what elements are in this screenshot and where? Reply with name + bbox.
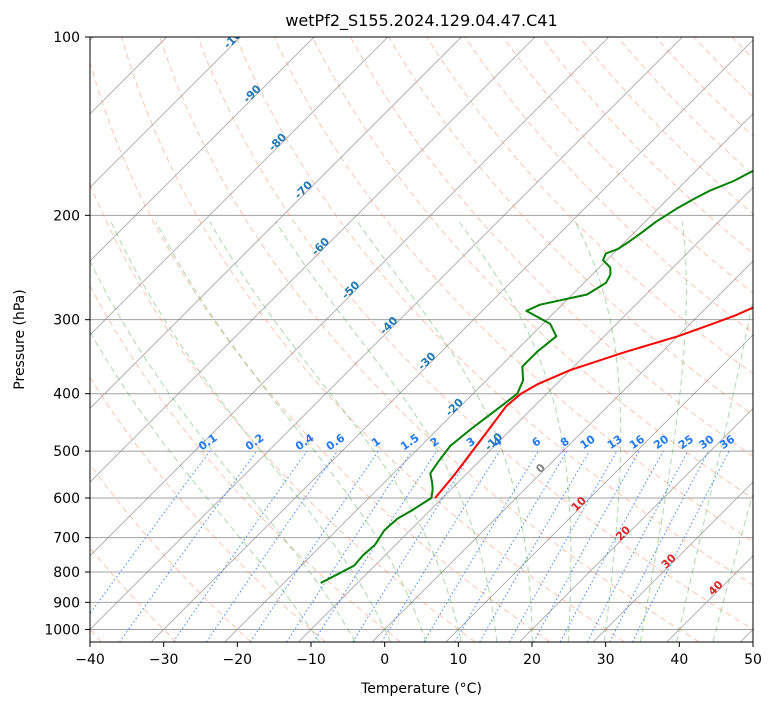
moist-adiabat-line — [458, 221, 572, 642]
dry-adiabat-line — [90, 60, 551, 642]
isotherm-line — [298, 186, 753, 642]
dry-adiabat-line — [579, 37, 753, 215]
y-axis-title: Pressure (hPa) — [12, 289, 28, 389]
moist-adiabat-line — [639, 221, 687, 642]
isotherm-line — [90, 37, 536, 483]
isotherm-line — [90, 37, 683, 631]
mixing-ratio-line — [381, 450, 500, 642]
mixing-ratio-line — [559, 450, 664, 642]
x-axis-title: Temperature (°C) — [360, 681, 482, 697]
mixing-ratio-line — [632, 450, 730, 642]
temperature-profile-line — [434, 306, 753, 499]
dry-adiabat-line — [311, 37, 753, 500]
dry-adiabat-line — [388, 37, 753, 416]
moist-adiabat-line — [357, 221, 533, 642]
isotherm-line — [592, 481, 753, 642]
mixing-ratio-line — [313, 450, 438, 642]
x-tick-label: −10 — [296, 652, 326, 668]
x-axis: −40 −30 −20 −10 0 10 20 30 40 50 — [75, 642, 762, 668]
y-tick-label: 700 — [53, 531, 80, 547]
isotherm-line — [90, 37, 241, 189]
x-tick-label: 40 — [670, 652, 688, 668]
mixing-ratio-line — [249, 450, 379, 642]
mixing-ratio-line — [205, 450, 338, 642]
mixing-ratio-line — [119, 450, 258, 642]
y-tick-label: 400 — [53, 387, 80, 403]
dry-adiabat-line — [159, 37, 700, 642]
x-tick-label: 0 — [380, 652, 389, 668]
y-tick-label: 200 — [53, 208, 80, 224]
y-tick-label: 600 — [53, 491, 80, 507]
dry-adiabat-line — [617, 37, 753, 176]
isotherm-line — [371, 260, 753, 642]
chart-title: wetPf2_S155.2024.129.04.47.C41 — [285, 11, 557, 31]
y-tick-label: 100 — [53, 30, 80, 46]
dry-adiabat-line — [502, 37, 753, 294]
isotherm-line — [224, 113, 753, 642]
y-tick-label: 800 — [53, 565, 80, 581]
isotherm-line — [445, 334, 753, 642]
isotherm-line — [90, 37, 610, 557]
moist-adiabat-line — [90, 330, 320, 642]
mixing-ratio-line — [509, 450, 618, 642]
y-tick-label: 900 — [53, 595, 80, 611]
dry-adiabat-line — [197, 37, 753, 631]
mixing-ratio-line — [90, 450, 211, 615]
x-tick-label: 30 — [597, 652, 615, 668]
dry-adiabat-line — [464, 37, 753, 334]
moist-adiabat-line — [110, 221, 391, 642]
x-tick-label: −40 — [75, 652, 105, 668]
moist-adiabat-line — [574, 221, 622, 642]
isotherm-line — [90, 37, 462, 410]
x-tick-label: 50 — [744, 652, 762, 668]
x-tick-label: 10 — [449, 652, 467, 668]
mixing-ratio-line — [172, 450, 308, 642]
dry-adiabat-line — [350, 37, 753, 457]
plot-frame — [89, 36, 754, 643]
mixing-ratio-line — [352, 450, 474, 642]
moist-adiabat-line — [155, 221, 427, 642]
y-tick-label: 500 — [53, 444, 80, 460]
isotherm-line — [90, 37, 315, 262]
y-tick-label: 300 — [53, 313, 80, 329]
y-axis: 100 200 300 400 500 600 700 800 900 1000 — [44, 30, 90, 638]
x-tick-label: 20 — [523, 652, 541, 668]
isotherm-line — [90, 37, 389, 336]
dry-adiabat-line — [235, 37, 753, 586]
y-tick-label: 1000 — [44, 622, 80, 638]
dewpoint-profile-line — [320, 169, 753, 584]
x-tick-label: −30 — [149, 652, 179, 668]
isotherm-line — [150, 39, 753, 642]
moist-adiabat-line — [90, 259, 356, 642]
isotherm-line — [519, 407, 753, 642]
x-tick-label: −20 — [223, 652, 253, 668]
dry-adiabat-line — [121, 37, 625, 642]
dry-adiabat-line — [90, 463, 252, 642]
mixing-ratio-line — [286, 450, 413, 642]
dry-adiabat-line — [90, 284, 401, 642]
moist-adiabat-line — [676, 297, 753, 642]
mixing-ratio-line — [533, 450, 640, 642]
series-group — [320, 169, 753, 584]
background-lines — [90, 37, 753, 642]
